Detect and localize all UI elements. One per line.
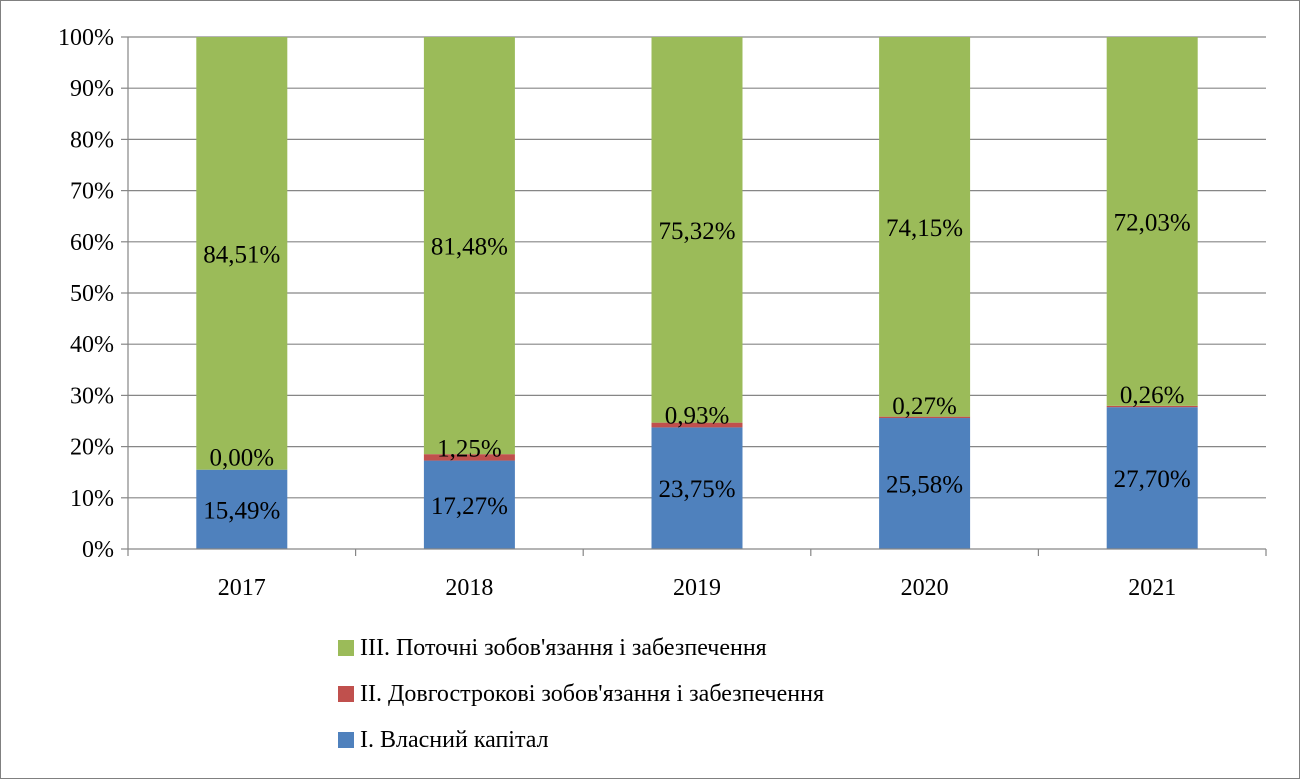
legend-swatch-equity [338,732,354,748]
legend-item-current-liabilities: ІІІ. Поточні зобов'язання і забезпечення [338,625,824,671]
data-label-long-term-liabilities-2019: 0,93% [665,402,730,429]
bar-equity-2019 [651,427,743,549]
legend-label-current-liabilities: ІІІ. Поточні зобов'язання і забезпечення [360,634,767,661]
legend-label-equity: І. Власний капітал [360,726,549,753]
legend-swatch-current-liabilities [338,640,354,656]
y-tick-label: 0% [82,537,114,563]
data-label-equity-2018: 17,27% [431,493,508,520]
y-tick-label: 40% [70,332,114,358]
data-label-long-term-liabilities-2017: 0,00% [210,445,275,472]
bar-long-term-liabilities-2018 [423,454,515,461]
x-tick-label: 2019 [673,575,721,600]
data-label-current-liabilities-2019: 75,32% [658,218,735,245]
data-label-equity-2021: 27,70% [1114,466,1191,493]
legend-item-long-term-liabilities: ІІ. Довгострокові зобов'язання і забезпе… [338,671,824,717]
data-labels: 15,49% 0,00% 84,51% 17,27% 1,25% 81,48% 23,75%… [203,209,1190,524]
y-tick-label: 20% [70,435,114,461]
data-label-equity-2019: 23,75% [658,476,735,503]
bar-current-liabilities-2017 [196,37,288,470]
legend-label-long-term-liabilities: ІІ. Довгострокові зобов'язання і забезпе… [360,680,824,707]
data-label-current-liabilities-2021: 72,03% [1114,209,1191,236]
x-tick-label: 2017 [218,575,266,600]
bar-equity-2017 [196,469,288,549]
y-tick-label: 80% [70,127,114,153]
bars [196,37,1198,549]
y-tick-label: 30% [70,383,114,409]
y-tick-label: 10% [70,486,114,512]
bar-equity-2020 [879,418,971,549]
bar-current-liabilities-2019 [651,37,743,423]
legend: ІІІ. Поточні зобов'язання і забезпечення… [338,625,824,763]
legend-swatch-long-term-liabilities [338,686,354,702]
x-tick-label: 2021 [1128,575,1176,600]
y-tick-label: 100% [58,25,114,51]
bar-equity-2018 [423,460,515,549]
data-label-current-liabilities-2018: 81,48% [431,234,508,261]
data-label-current-liabilities-2017: 84,51% [203,241,280,268]
data-label-current-liabilities-2020: 74,15% [886,215,963,242]
data-label-equity-2017: 15,49% [203,497,280,524]
data-label-long-term-liabilities-2021: 0,26% [1120,382,1185,409]
data-label-long-term-liabilities-2020: 0,27% [892,393,957,420]
bar-long-term-liabilities-2019 [651,422,743,428]
data-label-long-term-liabilities-2018: 1,25% [437,436,502,463]
stacked-bar-chart: 0% 10% 20% 30% 40% 50% 60% 70% 80% 90% 100% 2017 201… [58,25,1267,600]
y-tick-label: 90% [70,76,114,102]
x-tick-label: 2020 [901,575,949,600]
bar-long-term-liabilities-2020 [879,416,971,419]
legend-item-equity: І. Власний капітал [338,717,824,763]
bar-equity-2021 [1106,407,1198,549]
data-label-equity-2020: 25,58% [886,472,963,499]
axes: 0% 10% 20% 30% 40% 50% 60% 70% 80% 90% 100% 2017 201… [58,25,1267,600]
bar-current-liabilities-2018 [423,37,515,455]
bar-long-term-liabilities-2021 [1106,405,1198,408]
y-tick-label: 60% [70,230,114,256]
y-tick-label: 50% [70,281,114,307]
bar-current-liabilities-2020 [879,37,971,417]
y-tick-label: 70% [70,179,114,205]
bar-current-liabilities-2021 [1106,37,1198,406]
x-tick-label: 2018 [445,575,493,600]
